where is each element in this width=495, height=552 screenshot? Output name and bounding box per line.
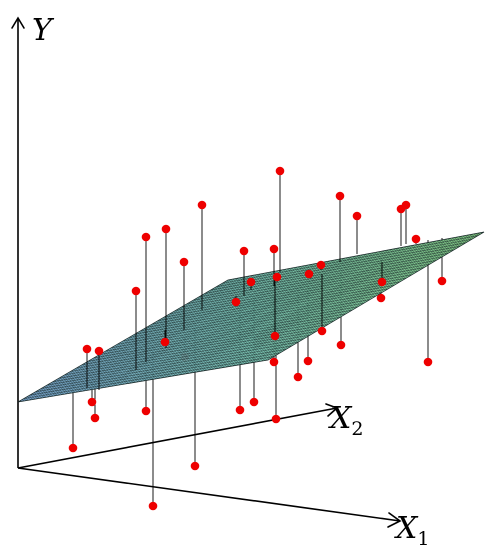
mesh-line — [99, 309, 353, 355]
mesh-line — [87, 317, 341, 362]
x1-axis-arrow-icon — [387, 512, 402, 528]
data-point-above — [231, 297, 241, 307]
points-above-plane — [82, 166, 421, 356]
data-point-below — [141, 406, 151, 416]
data-point-above — [160, 337, 170, 347]
data-point-above — [275, 166, 285, 176]
data-point-above — [272, 272, 282, 282]
mesh-line — [216, 238, 473, 288]
data-point-below — [90, 413, 100, 423]
data-point-below — [271, 414, 281, 424]
points-below-plane — [68, 276, 447, 511]
data-point-above — [82, 344, 92, 354]
data-point-below — [336, 340, 346, 350]
x1-axis-label-main: X — [394, 511, 419, 546]
data-point-above — [246, 277, 256, 287]
data-point-above — [335, 191, 345, 201]
data-point-above — [141, 232, 151, 242]
x1-axis-line — [17, 467, 401, 522]
mesh-line — [23, 356, 275, 399]
data-point-below — [293, 372, 303, 382]
data-point-above — [316, 260, 326, 270]
data-point-below — [437, 276, 447, 286]
plane-outline — [17, 231, 485, 403]
mesh-line — [58, 334, 311, 379]
data-point-above — [197, 200, 207, 210]
mesh-line — [76, 324, 329, 369]
data-point-above — [179, 257, 189, 267]
data-point-above — [161, 224, 171, 234]
mesh-line — [47, 341, 299, 386]
x1-axis-label: X1 — [394, 511, 429, 550]
data-point-below — [148, 501, 158, 511]
y-axis-arrow-icon — [11, 16, 25, 29]
x2-axis-line — [17, 407, 338, 469]
data-point-above — [317, 326, 327, 336]
data-point-below — [190, 461, 200, 471]
data-point-above — [131, 286, 141, 296]
mesh-line — [70, 327, 323, 372]
mesh-line — [181, 260, 437, 308]
residuals-above-plane — [86, 171, 417, 390]
mesh-line — [192, 253, 449, 301]
x2-axis-arrow-icon — [325, 403, 339, 417]
mesh-line — [198, 249, 455, 298]
axes: Y X1 X2 — [11, 13, 429, 550]
y-axis-label: Y — [32, 13, 55, 48]
mesh-line — [52, 338, 305, 382]
data-point-below — [376, 293, 386, 303]
data-point-above — [304, 269, 314, 279]
x1-axis-label-subscript: 1 — [417, 528, 429, 550]
mesh-line — [146, 281, 401, 328]
mesh-line — [222, 235, 479, 284]
mesh-line — [175, 263, 431, 311]
data-point-below — [423, 357, 433, 367]
mesh-line — [204, 245, 461, 294]
mesh-line — [128, 292, 383, 338]
mesh-line — [82, 320, 335, 366]
data-point-above — [94, 346, 104, 356]
plane-surface — [18, 232, 484, 402]
data-point-above — [401, 200, 411, 210]
data-point-below — [249, 397, 259, 407]
data-point-above — [239, 246, 249, 256]
data-point-below — [303, 356, 313, 366]
data-point-below — [235, 405, 245, 415]
data-point-below — [269, 357, 279, 367]
mesh-line — [187, 256, 443, 305]
data-point-above — [377, 277, 387, 287]
mesh-line — [140, 285, 395, 332]
mesh-line — [29, 352, 281, 396]
mesh-line — [134, 288, 389, 335]
x2-axis-label-subscript: 2 — [351, 418, 363, 440]
mesh-line — [41, 345, 293, 389]
data-point-above — [269, 244, 279, 254]
data-point-above — [411, 234, 421, 244]
mesh-line — [163, 270, 419, 318]
mesh-line — [157, 274, 413, 321]
mesh-line — [152, 277, 407, 325]
x2-axis-label: X2 — [328, 401, 363, 440]
data-point-above — [270, 331, 280, 341]
regression-plane — [17, 231, 485, 403]
mesh-line — [105, 306, 359, 352]
data-point-below — [87, 397, 97, 407]
data-point-below — [68, 443, 78, 453]
mesh-line — [117, 299, 371, 345]
mesh-line — [35, 349, 287, 393]
data-point-above — [352, 211, 362, 221]
x2-axis-label-main: X — [328, 401, 353, 436]
